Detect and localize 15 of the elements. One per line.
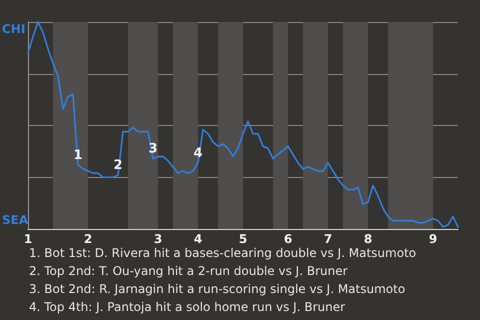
x-tick-label: 3 <box>154 232 162 246</box>
text: 1. Bot 1st: D. Rivera hit a bases-clearing double vs J. Matsumoto <box>29 246 416 260</box>
annotation: SEA <box>2 213 29 227</box>
x-tick-label: 4 <box>194 232 202 246</box>
x-tick-label: 2 <box>84 232 92 246</box>
x-tick-label: 1 <box>24 232 32 246</box>
text: CHI <box>2 22 26 36</box>
text: 2. Top 2nd: T. Ou-yang hit a 2-run double vs J. Bruner <box>29 264 348 278</box>
x-tick-label: 5 <box>238 232 248 246</box>
text: 4. Top 4th: J. Pantoja hit a solo home run vs J. Bruner <box>29 300 346 314</box>
x-tick-label: 6 <box>284 232 292 246</box>
x-tick-label: 8 <box>364 232 372 246</box>
x-tick-label: 7 <box>324 232 332 246</box>
text: 3. Bot 2nd: R. Jarnagin hit a run-scoring single vs J. Matsumoto <box>29 282 406 296</box>
x-tick-label: 9 <box>428 232 438 246</box>
